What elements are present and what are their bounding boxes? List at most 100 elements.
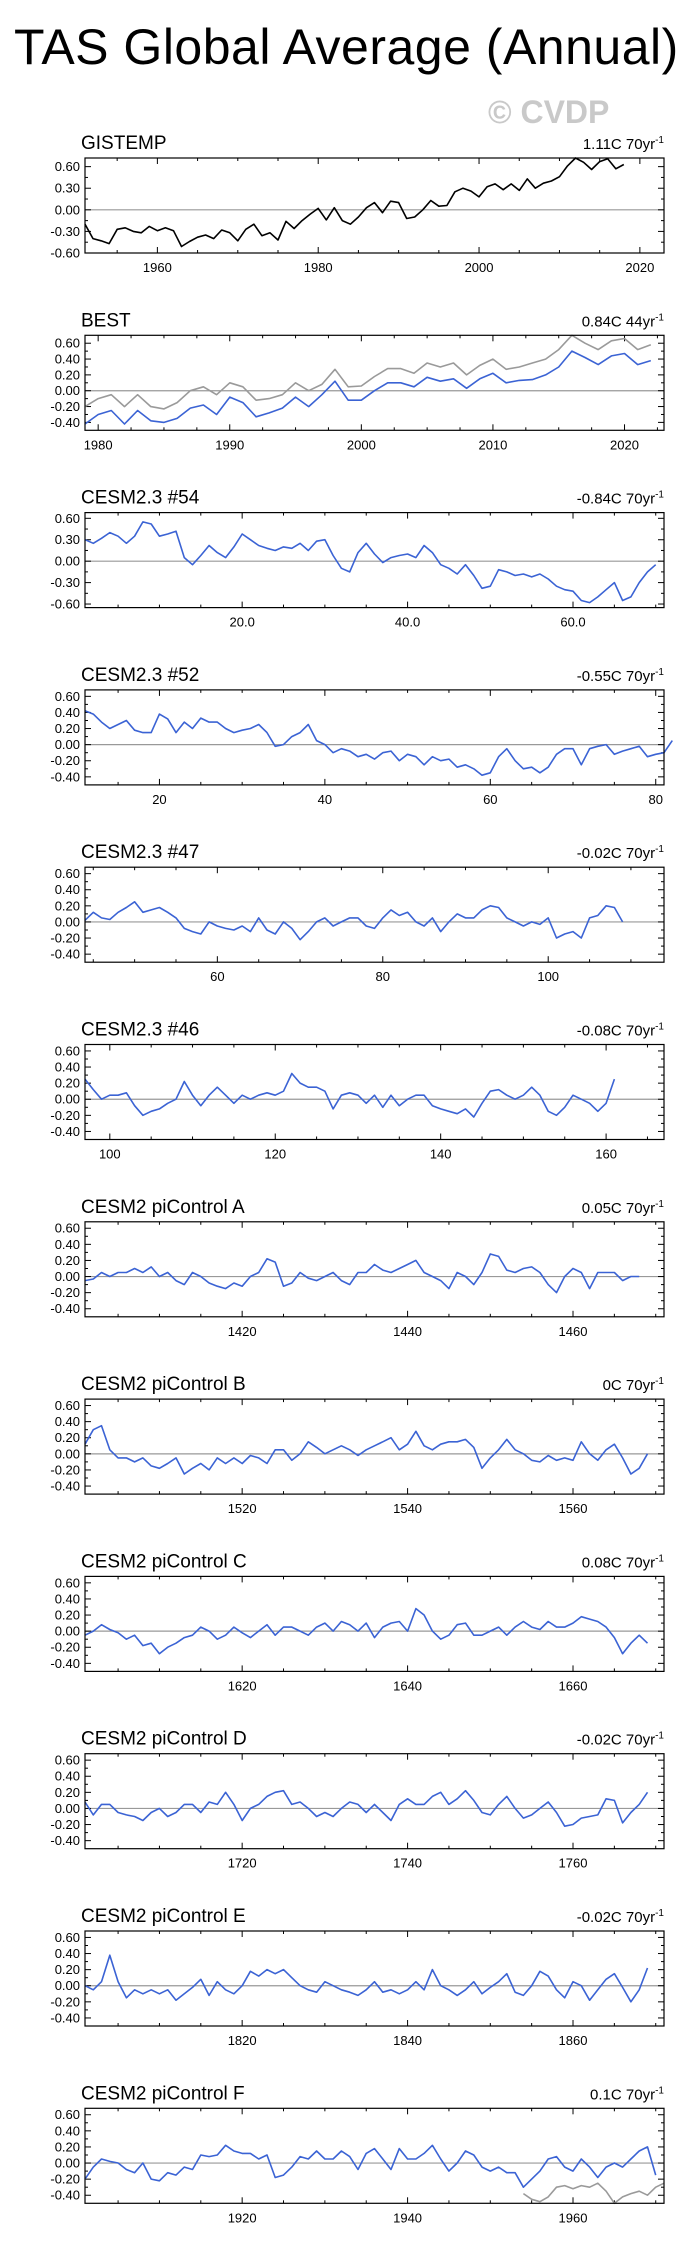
xtick-label: 20 [152, 792, 166, 807]
panel-trend: 1.11C 70yr-1 [583, 135, 665, 153]
ytick-label: -0.40 [50, 947, 80, 962]
panel-title: CESM2 piControl D [81, 1729, 247, 1750]
panel-3: CESM2.3 #54 -0.84C 70yr-1 -0.60 -0.30 0.00 0.… [50, 488, 665, 630]
ytick-label: -0.60 [50, 597, 80, 612]
ytick-label: 0.40 [55, 1414, 80, 1429]
ytick-label: 0.60 [55, 1043, 80, 1058]
panel-trend: 0.84C 44yr-1 [582, 312, 665, 330]
ytick-label: 0.20 [55, 1608, 80, 1623]
panel-4: CESM2.3 #52 -0.55C 70yr-1-0.40-0.200.000.… [50, 665, 673, 807]
ytick-label: -0.20 [50, 931, 80, 946]
panel-1: GISTEMP 1.11C 70yr-1 -0.60 -0.30 0.00 0.30 0.6… [50, 133, 665, 275]
ytick-label: 0.60 [55, 2107, 80, 2122]
trend-value: -0.55C 70yr [577, 668, 655, 685]
ytick-label: -0.30 [50, 224, 80, 239]
panel-2: BEST 0.84C 44yr-1-0.40-0.200.000.200.400.… [50, 310, 665, 452]
series-line-1 [84, 901, 624, 941]
plot-frame [84, 1221, 665, 1318]
ytick-label: 0.40 [55, 705, 80, 720]
ytick-label: 0.00 [55, 1269, 80, 1284]
panel-6: CESM2.3 #46 -0.08C 70yr-1-0.40-0.200.000.… [50, 1020, 665, 1162]
ytick-label: 0.20 [55, 1962, 80, 1977]
xtick-label: 2000 [465, 260, 494, 275]
xtick-label: 60 [210, 969, 224, 984]
ytick-label: 0.40 [55, 1769, 80, 1784]
trend-exponent: -1 [655, 135, 664, 146]
trend-exponent: -1 [655, 312, 664, 323]
xtick-label: 1960 [559, 2210, 588, 2225]
xtick-label: 1620 [228, 1678, 257, 1693]
ytick-label: -0.40 [50, 769, 80, 784]
ytick-label: -0.40 [50, 2010, 80, 2025]
series-line-2 [84, 350, 652, 425]
ytick-label: -0.40 [50, 1656, 80, 1671]
ytick-label: 0.60 [55, 1753, 80, 1768]
ytick-label: -0.20 [50, 1462, 80, 1477]
ytick-label: 0.60 [55, 1930, 80, 1945]
ytick-label: 0.20 [55, 1430, 80, 1445]
ytick-label: -0.40 [50, 1833, 80, 1848]
panel-12: CESM2 piControl F 0.1C 70yr-1-0.40-0.200.… [50, 2083, 665, 2225]
xtick-label: 1760 [559, 1856, 588, 1871]
ytick-label: 0.00 [55, 383, 80, 398]
xtick-label: 1640 [393, 1678, 422, 1693]
ytick-label: 0.20 [55, 1785, 80, 1800]
trend-value: 0C 70yr [603, 1377, 656, 1394]
ytick-label: 0.00 [55, 737, 80, 752]
ytick-label: 0.00 [55, 554, 80, 569]
panel-title: CESM2 piControl B [81, 1374, 246, 1395]
trend-exponent: -1 [655, 844, 664, 855]
panel-9: CESM2 piControl C 0.08C 70yr-1-0.40-0.200… [50, 1551, 665, 1693]
plot-frame [84, 511, 665, 609]
plot-frame [84, 1398, 665, 1495]
plot-frame [84, 157, 665, 254]
ytick-label: -0.20 [50, 1994, 80, 2009]
series-line-1 [84, 1424, 649, 1475]
panel-title: CESM2 piControl F [81, 2083, 245, 2104]
series-line-1 [84, 1253, 640, 1294]
ytick-label: 0.00 [55, 1801, 80, 1816]
ytick-label: 0.20 [55, 1253, 80, 1268]
ytick-label: 0.00 [55, 1624, 80, 1639]
xtick-label: 1940 [393, 2210, 422, 2225]
plot-frame [84, 689, 665, 786]
trend-value: 0.84C 44yr [582, 313, 655, 330]
ytick-label: -0.60 [50, 246, 80, 261]
xtick-label: 120 [264, 1147, 286, 1162]
series-line-1 [84, 1607, 649, 1655]
series-line-1 [84, 1789, 649, 1827]
xtick-label: 40 [318, 792, 332, 807]
panel-trend: -0.55C 70yr-1 [577, 667, 665, 685]
xtick-label: 80 [648, 792, 662, 807]
ytick-label: 0.30 [55, 181, 80, 196]
trend-value: 1.11C 70yr [583, 136, 655, 153]
series-line-1 [84, 1954, 649, 2003]
xtick-label: 2020 [610, 437, 639, 452]
trend-value: -0.08C 70yr [577, 1023, 655, 1040]
trend-value: 0.05C 70yr [582, 1200, 655, 1217]
ytick-label: -0.40 [50, 415, 80, 430]
panel-trend: 0.05C 70yr-1 [582, 1199, 665, 1217]
plot-frame [84, 2107, 665, 2204]
xtick-label: 2000 [347, 437, 376, 452]
ytick-label: -0.40 [50, 1124, 80, 1139]
xtick-label: 1840 [393, 2033, 422, 2048]
ytick-label: 0.30 [55, 532, 80, 547]
ytick-label: 0.20 [55, 2139, 80, 2154]
xtick-label: 1660 [559, 1678, 588, 1693]
series-line-1 [84, 1072, 616, 1118]
panel-title: CESM2.3 #54 [81, 488, 200, 509]
xtick-label: 100 [537, 969, 559, 984]
trend-value: -0.02C 70yr [577, 1909, 655, 1926]
panel-title: CESM2 piControl E [81, 1906, 246, 1927]
plot-frame [84, 1043, 665, 1141]
xtick-label: 160 [595, 1147, 617, 1162]
trend-exponent: -1 [655, 1199, 664, 1210]
xtick-label: 1460 [559, 1324, 588, 1339]
ytick-label: -0.20 [50, 753, 80, 768]
ytick-label: 0.00 [55, 1446, 80, 1461]
page-title: TAS Global Average (Annual) [14, 19, 679, 75]
ytick-label: 0.40 [55, 1946, 80, 1961]
plot-frame [84, 334, 665, 431]
panel-title: CESM2.3 #47 [81, 842, 199, 863]
